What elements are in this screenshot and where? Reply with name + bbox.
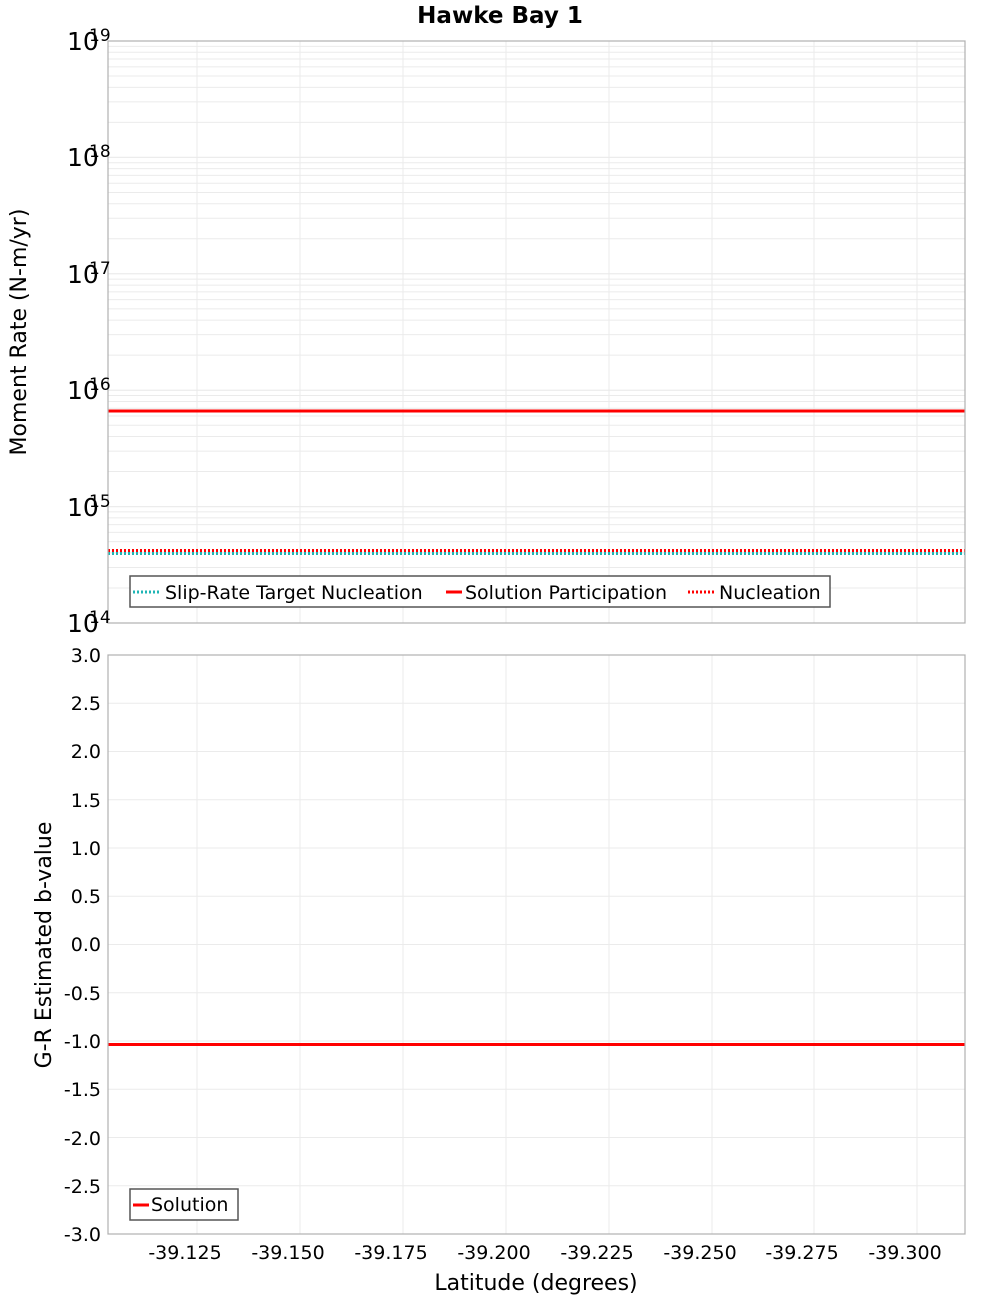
y-tick-exponent: 14 [89, 608, 111, 628]
legend-item-label: Nucleation [719, 582, 821, 604]
y-tick-label: -2.5 [64, 1176, 101, 1198]
top-plot-frame [107, 40, 966, 624]
x-tick-label: -39.300 [868, 1242, 941, 1264]
legend-item-label: Slip-Rate Target Nucleation [165, 582, 423, 604]
y-tick-label: 0.0 [71, 934, 101, 956]
bottom-plot: 3.0 2.5 2.0 1.5 1.0 0.5 0.0 -0.5 -1.0 -1… [32, 645, 966, 1246]
top-y-axis-label: Moment Rate (N-m/yr) [7, 209, 32, 456]
x-axis-label: Latitude (degrees) [434, 1271, 637, 1296]
y-tick-label: -3.0 [64, 1224, 101, 1246]
y-tick-exponent: 18 [89, 142, 111, 162]
top-plot-grid [108, 40, 965, 624]
top-plot-area [108, 41, 965, 623]
x-tick-label: -39.150 [251, 1242, 324, 1264]
y-tick-label: 10 [67, 143, 99, 172]
y-tick-label: 10 [67, 376, 99, 405]
x-tick-label: -39.200 [457, 1242, 530, 1264]
chart-title: Hawke Bay 1 [417, 3, 583, 29]
legend-item-label: Solution Participation [465, 582, 667, 604]
y-tick-exponent: 17 [89, 259, 111, 279]
y-tick-label: -2.0 [64, 1128, 101, 1150]
y-tick-label: 3.0 [71, 645, 101, 667]
bottom-plot-frame [107, 654, 966, 1235]
y-tick-label: -1.0 [64, 1031, 101, 1053]
y-tick-label: 2.5 [71, 693, 101, 715]
y-tick-label: -1.5 [64, 1079, 101, 1101]
x-ticks: -39.125 -39.150 -39.175 -39.200 -39.225 … [148, 1242, 941, 1264]
x-tick-label: -39.225 [560, 1242, 633, 1264]
y-tick-exponent: 19 [89, 26, 111, 46]
x-tick-label: -39.125 [148, 1242, 221, 1264]
y-tick-label: 2.0 [71, 741, 101, 763]
y-tick-label: 1.5 [71, 790, 101, 812]
bottom-legend: Solution [129, 1188, 239, 1221]
y-tick-label: 10 [67, 493, 99, 522]
top-legend: Slip-Rate Target Nucleation Solution Par… [129, 575, 831, 608]
x-tick-label: -39.275 [765, 1242, 838, 1264]
bottom-y-axis-label: G-R Estimated b-value [32, 822, 57, 1069]
y-tick-exponent: 15 [89, 492, 111, 512]
y-tick-label: 10 [67, 27, 99, 56]
y-tick-label: 1.0 [71, 838, 101, 860]
x-tick-label: -39.250 [663, 1242, 736, 1264]
bottom-y-ticks: 3.0 2.5 2.0 1.5 1.0 0.5 0.0 -0.5 -1.0 -1… [64, 645, 101, 1246]
top-y-ticks: 10 19 10 18 10 17 10 16 10 15 10 14 [67, 26, 111, 638]
y-tick-exponent: 16 [89, 375, 111, 395]
y-tick-label: 10 [67, 609, 99, 638]
y-tick-label: -0.5 [64, 983, 101, 1005]
y-tick-label: 10 [67, 260, 99, 289]
legend-item-label: Solution [151, 1194, 228, 1216]
y-tick-label: 0.5 [71, 886, 101, 908]
x-tick-label: -39.175 [354, 1242, 427, 1264]
top-plot: 10 19 10 18 10 17 10 16 10 15 10 14 Mome… [7, 26, 966, 638]
